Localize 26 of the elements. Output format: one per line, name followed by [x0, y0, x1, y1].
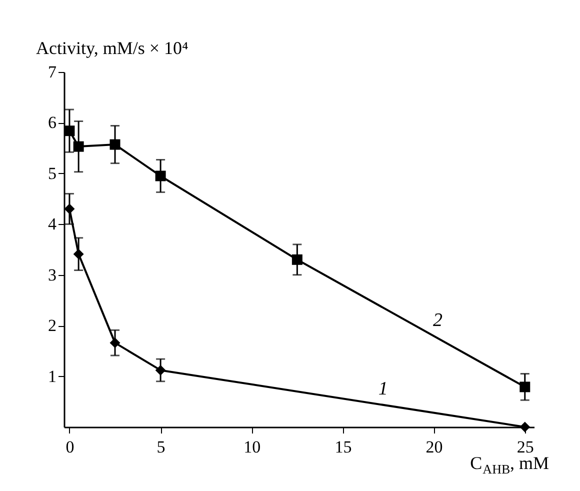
- point: [110, 139, 120, 150]
- x-tick-label: 25: [516, 438, 534, 456]
- y-tick-label: 4: [48, 214, 57, 234]
- x-tick-label: 15: [334, 438, 352, 456]
- y-axis-title: Activity, mM/s × 10⁴: [36, 38, 188, 58]
- point: [155, 170, 166, 182]
- point: [292, 254, 302, 265]
- y-tick-label: 6: [48, 113, 56, 132]
- y-tick-label: 5: [48, 164, 56, 183]
- y-tick-label: 3: [48, 265, 56, 284]
- x-tick-label: 5: [156, 438, 166, 456]
- point: [73, 248, 84, 260]
- y-tick-label: 7: [48, 62, 57, 82]
- point: [73, 141, 84, 152]
- point: [155, 364, 166, 376]
- y-tick-label: 2: [48, 316, 56, 336]
- y-tick-label: 1: [48, 366, 56, 386]
- x-tick-label: 0: [66, 438, 74, 456]
- x-tick-label: 20: [426, 438, 443, 456]
- series-label: 1: [378, 378, 388, 400]
- point: [110, 338, 120, 348]
- point: [64, 204, 75, 214]
- x-tick-label: 10: [244, 438, 261, 456]
- point: [520, 382, 530, 392]
- point: [64, 126, 75, 136]
- series-label: 2: [433, 310, 444, 332]
